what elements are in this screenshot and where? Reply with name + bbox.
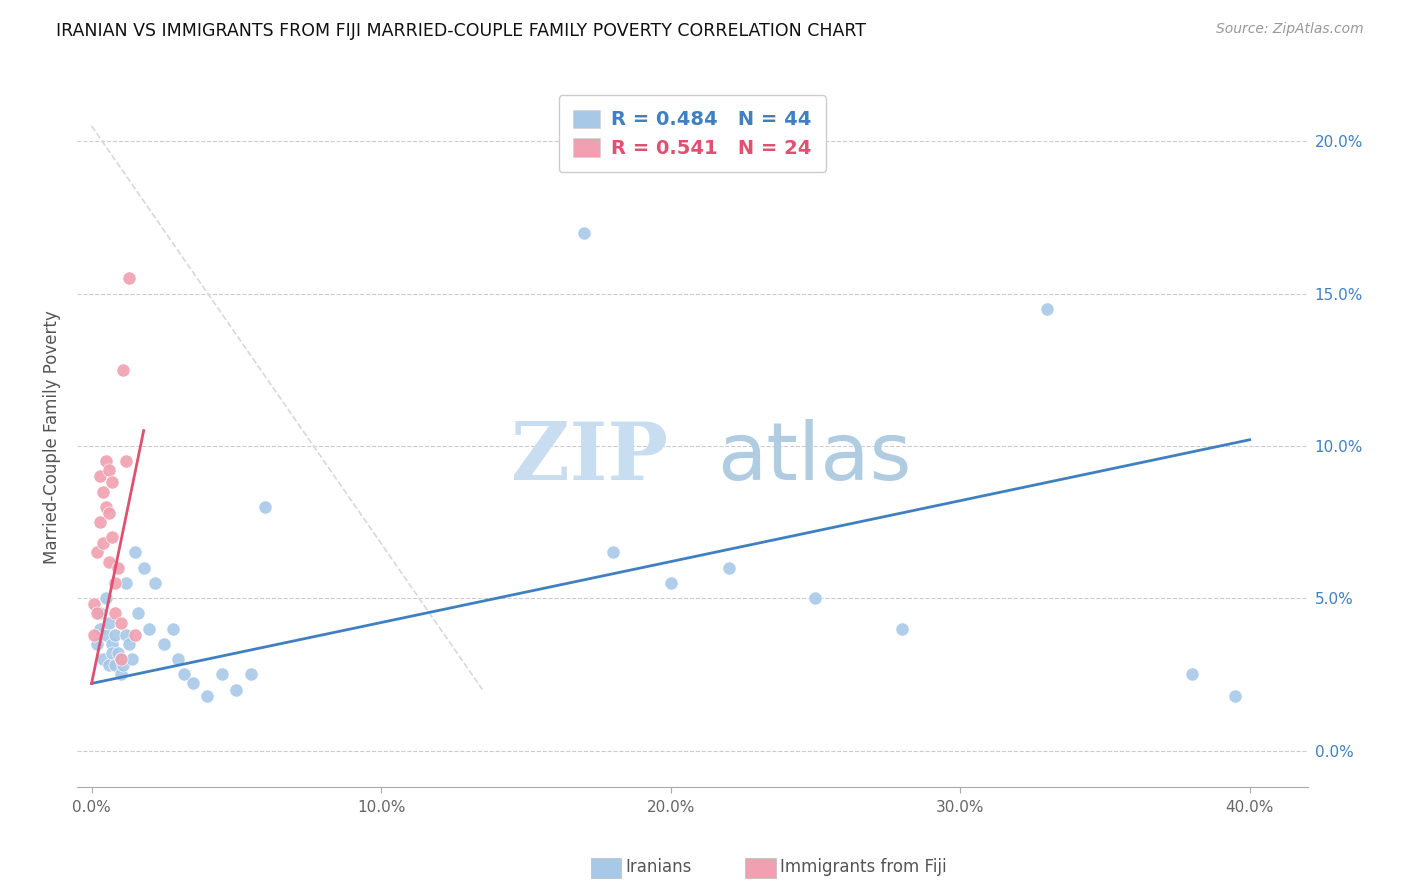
Point — [239, 667, 262, 681]
Point — [94, 591, 117, 606]
Point — [104, 607, 127, 621]
Point — [891, 622, 914, 636]
Point — [118, 271, 141, 285]
Point — [86, 607, 108, 621]
Point — [91, 484, 114, 499]
Point — [101, 637, 124, 651]
Point — [127, 607, 149, 621]
Point — [101, 530, 124, 544]
Point — [107, 646, 129, 660]
Point — [572, 226, 595, 240]
Point — [804, 591, 827, 606]
Point — [94, 454, 117, 468]
Point — [124, 545, 146, 559]
Point — [225, 682, 247, 697]
Point — [97, 615, 120, 630]
Text: Iranians: Iranians — [626, 858, 692, 876]
Point — [143, 576, 166, 591]
Text: Source: ZipAtlas.com: Source: ZipAtlas.com — [1216, 22, 1364, 37]
Point — [110, 652, 132, 666]
Point — [181, 676, 204, 690]
Point — [97, 555, 120, 569]
Point — [118, 637, 141, 651]
Point — [97, 463, 120, 477]
Point — [107, 560, 129, 574]
Y-axis label: Married-Couple Family Poverty: Married-Couple Family Poverty — [44, 310, 60, 564]
Point — [91, 536, 114, 550]
Point — [115, 576, 138, 591]
Point — [138, 622, 160, 636]
Point — [112, 362, 135, 376]
Point — [602, 545, 624, 559]
Point — [211, 667, 233, 681]
Point — [104, 658, 127, 673]
Point — [97, 658, 120, 673]
Point — [97, 506, 120, 520]
Point — [89, 469, 111, 483]
Point — [659, 576, 682, 591]
Point — [110, 652, 132, 666]
Point — [1181, 667, 1204, 681]
Point — [86, 545, 108, 559]
Point — [83, 597, 105, 611]
Point — [94, 500, 117, 514]
Point — [132, 560, 155, 574]
Legend: R = 0.484   N = 44, R = 0.541   N = 24: R = 0.484 N = 44, R = 0.541 N = 24 — [558, 95, 825, 172]
Point — [115, 628, 138, 642]
Point — [104, 628, 127, 642]
Point — [89, 515, 111, 529]
Point — [101, 475, 124, 490]
Point — [110, 667, 132, 681]
Point — [91, 652, 114, 666]
Point — [173, 667, 195, 681]
Point — [101, 646, 124, 660]
Point — [1225, 689, 1247, 703]
Text: IRANIAN VS IMMIGRANTS FROM FIJI MARRIED-COUPLE FAMILY POVERTY CORRELATION CHART: IRANIAN VS IMMIGRANTS FROM FIJI MARRIED-… — [56, 22, 866, 40]
Point — [1036, 301, 1059, 316]
Point — [89, 607, 111, 621]
Point — [167, 652, 190, 666]
Point — [110, 615, 132, 630]
Point — [104, 576, 127, 591]
Text: Immigrants from Fiji: Immigrants from Fiji — [780, 858, 948, 876]
Point — [94, 628, 117, 642]
Point — [124, 628, 146, 642]
Text: atlas: atlas — [717, 418, 911, 497]
Point — [153, 637, 176, 651]
Point — [89, 622, 111, 636]
Point — [83, 628, 105, 642]
Point — [112, 658, 135, 673]
Text: ZIP: ZIP — [510, 418, 668, 497]
Point — [121, 652, 143, 666]
Point — [254, 500, 277, 514]
Point — [717, 560, 740, 574]
Point — [162, 622, 184, 636]
Point — [86, 637, 108, 651]
Point — [195, 689, 218, 703]
Point — [115, 454, 138, 468]
